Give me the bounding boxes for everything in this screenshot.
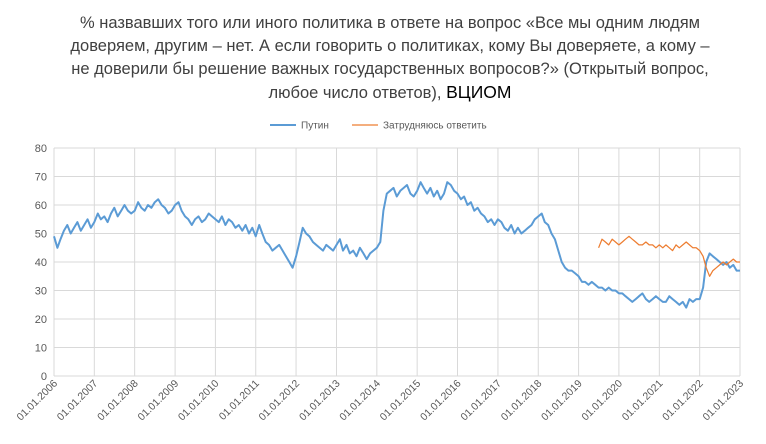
x-tick-label: 01.01.2023 [700,378,746,424]
y-axis: 0 10 20 30 40 50 60 70 80 [35,143,47,383]
x-tick-label: 01.01.2014 [337,378,383,424]
x-axis: 01.01.200601.01.200701.01.200801.01.2009… [14,378,746,424]
y-tick-label: 0 [41,371,47,383]
x-tick-label: 01.01.2017 [458,378,504,424]
x-tick-label: 01.01.2011 [217,378,262,423]
x-tick-label: 01.01.2012 [257,378,303,424]
gridlines [53,147,741,377]
x-tick-label: 01.01.2016 [418,378,464,424]
y-tick-label: 50 [35,229,47,241]
y-tick-label: 30 [35,286,47,298]
x-tick-label: 01.01.2008 [95,378,141,424]
y-tick-label: 40 [35,257,47,269]
x-tick-label: 01.01.2018 [499,378,545,424]
series-lines [53,181,740,309]
series-line-putin [53,181,740,309]
x-tick-label: 01.01.2022 [660,378,706,424]
y-tick-label: 70 [35,172,47,184]
x-tick-label: 01.01.2020 [579,378,625,424]
x-tick-label: 01.01.2007 [55,378,101,424]
chart-source: ВЦИОМ [446,82,512,102]
x-tick-label: 01.01.2010 [176,378,222,424]
x-tick-label: 01.01.2019 [539,378,585,424]
x-tick-label: 01.01.2009 [136,378,182,424]
x-tick-label: 01.01.2013 [297,378,343,424]
x-tick-label: 01.01.2015 [378,378,424,424]
y-tick-label: 80 [35,143,47,155]
y-tick-label: 10 [35,343,47,355]
y-tick-label: 60 [35,200,47,212]
legend: Путин Затрудняюсь ответить [270,121,487,132]
chart-title-text: % назвавших того или иного политика в от… [70,14,710,102]
x-tick-label: 01.01.2021 [620,378,666,424]
x-tick-label: 01.01.2006 [14,378,60,424]
chart-title: % назвавших того или иного политика в от… [70,12,710,105]
legend-label: Затрудняюсь ответить [383,121,487,132]
y-tick-label: 20 [35,314,47,326]
series-line-hard-to-say [598,235,740,277]
legend-label: Путин [301,121,329,132]
